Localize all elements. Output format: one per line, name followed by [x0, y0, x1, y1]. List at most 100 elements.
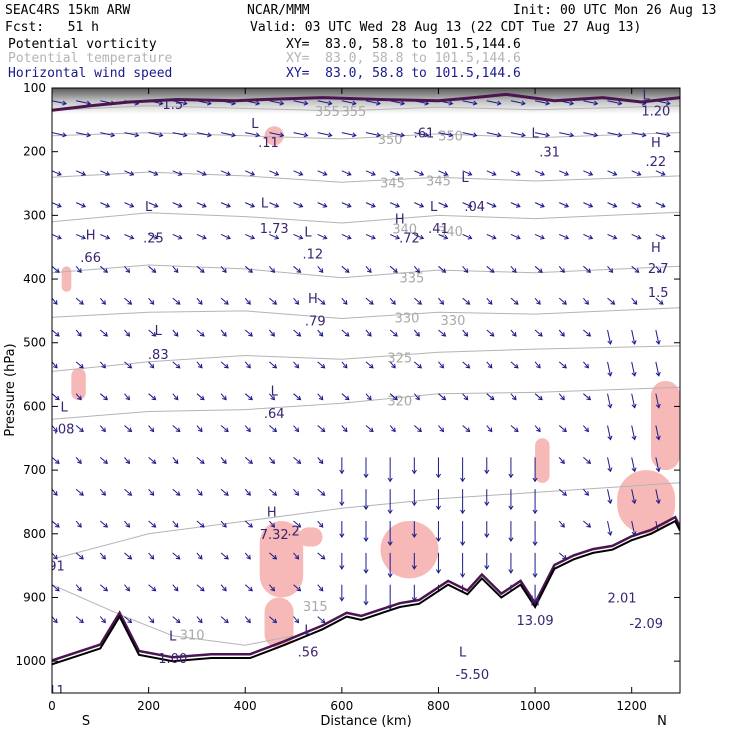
wind-vector	[220, 488, 229, 496]
wind-vector	[655, 202, 666, 208]
wind-vector	[52, 170, 62, 176]
wind-vector	[244, 488, 251, 496]
wind-vector	[365, 361, 374, 369]
wind-vector	[411, 552, 417, 570]
wind-vector	[363, 584, 369, 606]
wind-vector	[293, 393, 302, 401]
wind-vector	[148, 552, 155, 560]
wind-vector	[99, 265, 109, 273]
wind-vector	[244, 361, 251, 369]
pv-extremum-label: .25	[143, 232, 164, 247]
wind-vector	[558, 552, 567, 560]
pv-extremum-label: L	[531, 127, 539, 142]
theta-isentrope	[52, 171, 680, 183]
wind-vector	[293, 520, 302, 528]
wind-vector	[413, 265, 420, 274]
wind-vector	[510, 170, 521, 176]
wind-vector	[363, 457, 369, 479]
wind-vector	[365, 100, 381, 106]
wind-vector	[172, 457, 179, 465]
wind-vector	[172, 100, 188, 106]
wind-vector	[559, 170, 570, 176]
wind-vector	[438, 425, 445, 433]
wind-vector	[363, 489, 369, 511]
field-xy-wind: XY= 83.0, 58.8 to 101.5,144.6	[286, 66, 521, 81]
wind-vector	[559, 202, 570, 208]
wind-vector	[293, 488, 300, 496]
wind-vector	[317, 100, 333, 106]
wind-vector	[438, 297, 445, 305]
wind-vector	[607, 520, 613, 536]
wind-vector	[486, 202, 497, 208]
wind-vector	[389, 234, 401, 240]
pv-extremum-label: L	[60, 400, 68, 415]
wind-vector	[508, 489, 514, 511]
wind-vector	[124, 616, 133, 624]
pv-positive-region	[617, 470, 676, 534]
wind-vector	[148, 329, 157, 337]
field-xy-theta: XY= 83.0, 58.8 to 101.5,144.6	[286, 51, 521, 66]
wind-vector	[438, 361, 445, 369]
wind-vector	[124, 520, 131, 528]
wind-vector	[414, 132, 430, 138]
wind-vector	[460, 489, 466, 515]
wind-vector	[99, 297, 106, 305]
wind-vector	[196, 616, 203, 624]
wind-vector	[196, 584, 205, 592]
wind-vector	[679, 202, 680, 204]
wind-vector	[534, 170, 545, 176]
wind-vector	[52, 297, 58, 305]
wind-vector	[365, 132, 381, 138]
wind-vector	[435, 457, 442, 479]
wind-vector	[317, 132, 333, 138]
pv-extremum-label: L	[246, 719, 254, 734]
pv-extremum-label: .61	[414, 127, 435, 142]
pv-positive-region	[259, 521, 304, 598]
theta-isentrope	[52, 105, 680, 112]
wind-vector	[607, 393, 613, 409]
wind-vector	[438, 393, 447, 401]
wind-vector	[269, 329, 275, 337]
wind-vector	[124, 488, 133, 496]
wind-vector	[341, 425, 348, 433]
isentrope-label: 340	[392, 222, 417, 237]
wind-vector	[583, 297, 589, 305]
wind-vector	[534, 297, 541, 305]
wind-vector	[75, 265, 82, 274]
wind-vector	[508, 521, 514, 542]
wind-vector	[413, 297, 423, 305]
field-xy-pv: XY= 83.0, 58.8 to 101.5,144.6	[286, 37, 521, 52]
wind-vector	[631, 489, 637, 505]
wind-vector	[583, 425, 589, 433]
pv-extremum-label: 1.20	[641, 104, 670, 119]
endpoint-south: S	[82, 714, 90, 729]
wind-vector	[100, 202, 111, 208]
wind-vector	[172, 488, 181, 496]
y-tick-label: 200	[23, 145, 46, 159]
wind-vector	[679, 425, 680, 438]
wind-vector	[631, 361, 637, 377]
wind-vector	[655, 132, 671, 138]
wind-vector	[293, 552, 300, 560]
wind-vector	[486, 100, 502, 106]
pv-extremum-label: .11	[44, 684, 65, 699]
wind-vector	[387, 489, 393, 515]
pv-extremum-label: L	[643, 88, 651, 103]
wind-vector	[679, 132, 680, 134]
wind-vector	[244, 520, 253, 528]
wind-vector	[435, 521, 442, 542]
wind-vector	[269, 425, 278, 433]
wind-vector	[75, 234, 87, 240]
wind-vector	[679, 234, 680, 236]
wind-vector	[510, 202, 521, 208]
field-name-wind: Horizontal wind speed	[8, 66, 173, 81]
wind-vector	[341, 202, 352, 208]
wind-vector	[196, 552, 203, 560]
wind-vector	[196, 202, 207, 208]
wind-vector	[583, 170, 594, 176]
wind-vector	[75, 202, 87, 208]
theta-isentrope	[52, 264, 680, 279]
wind-vector	[172, 170, 183, 176]
wind-vector	[269, 297, 278, 305]
wind-vector	[508, 552, 514, 574]
